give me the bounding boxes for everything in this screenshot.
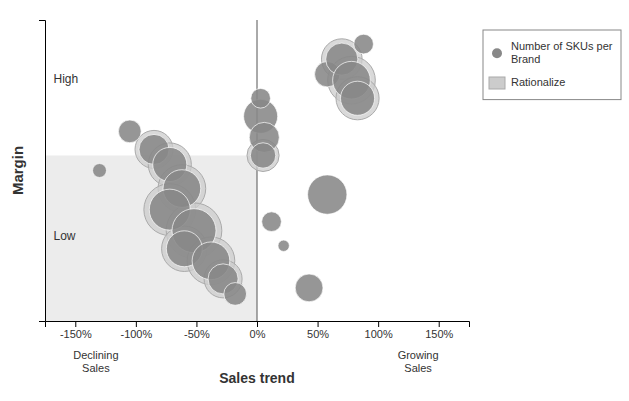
legend-box <box>483 30 621 100</box>
bubble <box>262 212 282 232</box>
shaded-region <box>45 155 257 321</box>
legend-label: Number of SKUs perBrand <box>511 40 613 65</box>
x-tick-label: 100% <box>365 328 393 340</box>
x-axis: -150% -100% -50% 0% 50% 100% 150% <box>46 321 470 340</box>
marks <box>45 20 379 321</box>
chart: -150% -100% -50% 0% 50% 100% 150% Sales trend Ma… <box>0 0 629 401</box>
x-tick-mark <box>378 321 379 327</box>
legend-label-line: Rationalize <box>511 76 565 88</box>
x-tick-mark <box>257 321 258 327</box>
annotation: GrowingSales <box>398 349 439 374</box>
x-tick: -150% <box>60 321 92 340</box>
bubble <box>251 88 271 108</box>
annotation-line: Declining <box>73 349 118 361</box>
annotation-line: Sales <box>404 362 432 374</box>
x-axis-title: Sales trend <box>219 370 294 386</box>
annotation-line: Growing <box>398 349 439 361</box>
bubbles <box>93 34 375 305</box>
annotation-line: Sales <box>82 362 110 374</box>
x-tick-mark <box>318 321 319 327</box>
bubble <box>250 143 275 168</box>
x-tick: 100% <box>365 321 393 340</box>
x-tick-label: -150% <box>60 328 92 340</box>
rationalize-rings <box>135 39 379 298</box>
x-tick-mark <box>75 321 76 327</box>
x-tick-label: 50% <box>307 328 329 340</box>
x-tick-mark <box>439 321 440 327</box>
x-tick-label: 0% <box>250 328 266 340</box>
x-tick-mark <box>136 321 137 327</box>
bubble <box>354 34 374 54</box>
annotation: Low <box>53 229 75 243</box>
legend-label: Rationalize <box>511 76 565 88</box>
bubble <box>341 81 375 115</box>
plot: -150% -100% -50% 0% 50% 100% 150% Sales trend Ma… <box>9 20 470 386</box>
x-tick: -50% <box>184 321 210 340</box>
bubble <box>308 175 347 214</box>
bubble <box>93 164 107 178</box>
bubble <box>118 120 141 143</box>
legend-label-line: Number of SKUs per <box>511 40 613 52</box>
x-tick: -100% <box>120 321 152 340</box>
legend: Number of SKUs perBrand Rationalize <box>483 30 621 100</box>
annotation: High <box>53 72 78 86</box>
y-axis-line <box>39 21 46 322</box>
x-tick: 0% <box>250 321 266 340</box>
legend-symbol <box>492 48 502 58</box>
bubble <box>278 240 289 251</box>
x-tick-label: -50% <box>184 328 210 340</box>
x-axis-line <box>46 322 470 328</box>
x-tick: 50% <box>307 321 329 340</box>
bubble <box>295 274 323 302</box>
x-tick-label: 150% <box>425 328 453 340</box>
x-tick-label: -100% <box>120 328 152 340</box>
legend-label-line: Brand <box>511 53 540 65</box>
annotation: DecliningSales <box>73 349 118 374</box>
bubble <box>224 283 247 306</box>
y-axis <box>39 21 46 322</box>
legend-symbol <box>489 77 505 89</box>
x-tick: 150% <box>425 321 453 340</box>
x-tick-mark <box>196 321 197 327</box>
y-axis-title: Margin <box>9 146 26 195</box>
